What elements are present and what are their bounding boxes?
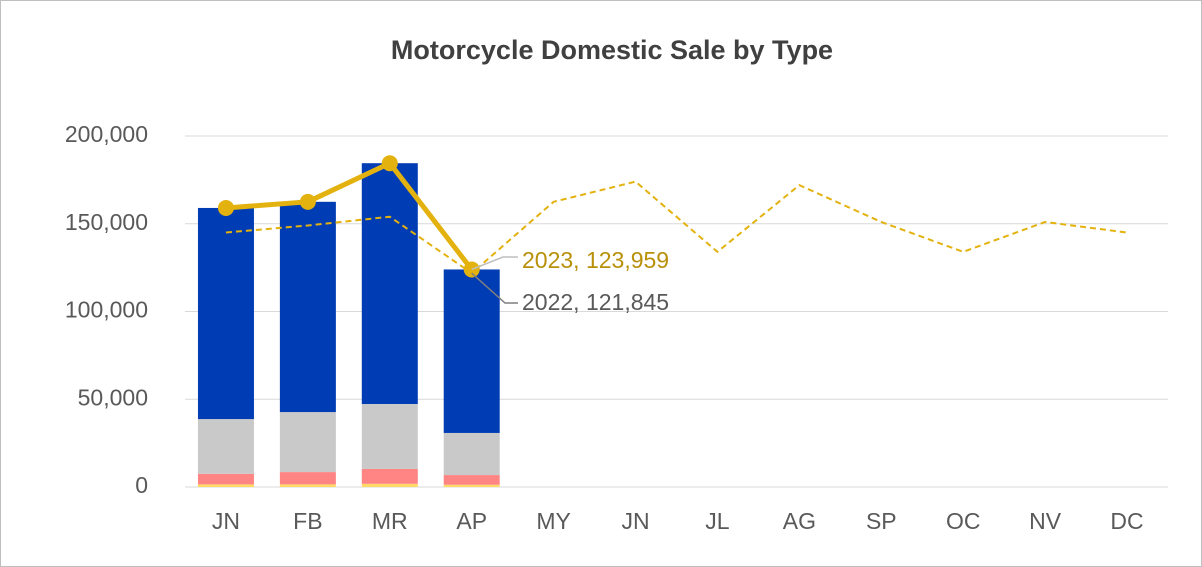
- x-tick-label: MY: [536, 508, 571, 534]
- x-tick-label: OC: [946, 508, 981, 534]
- y-tick-label: 50,000: [78, 384, 148, 410]
- bar-segment: [279, 201, 336, 413]
- bar-segment: [197, 419, 254, 474]
- bar-segment: [361, 403, 418, 469]
- y-tick-label: 0: [135, 472, 148, 498]
- bar-segment: [279, 472, 336, 485]
- x-tick-label: NV: [1029, 508, 1062, 534]
- bar-segment: [197, 473, 254, 485]
- bar-segment: [197, 207, 254, 420]
- line-marker: [381, 155, 398, 172]
- bar-segment: [443, 269, 500, 433]
- x-tick-label: DC: [1110, 508, 1143, 534]
- annotation: 2022, 121,845: [522, 289, 669, 315]
- x-tick-label: SP: [866, 508, 897, 534]
- x-tick-label: FB: [293, 508, 322, 534]
- bar-segment: [443, 432, 500, 476]
- chart-title: Motorcycle Domestic Sale by Type: [391, 35, 833, 65]
- x-tick-label: AG: [783, 508, 816, 534]
- line-series: [225, 160, 474, 271]
- x-tick-label: JN: [212, 508, 240, 534]
- bar-segment: [279, 484, 336, 487]
- x-tick-label: MR: [372, 508, 408, 534]
- x-tick-label: AP: [456, 508, 487, 534]
- bar-segment: [443, 484, 500, 487]
- bar-segment: [361, 483, 418, 487]
- x-tick-label: JN: [621, 508, 649, 534]
- bar-segment: [443, 475, 500, 485]
- x-tick-label: JL: [705, 508, 730, 534]
- bar-segment: [197, 484, 254, 487]
- line-series: [225, 180, 1128, 275]
- bar-segment: [279, 412, 336, 473]
- annotation: 2023, 123,959: [522, 247, 669, 273]
- callout-leader: [471, 256, 518, 271]
- line-marker: [217, 199, 234, 216]
- y-tick-label: 150,000: [65, 209, 148, 235]
- callout-leader: [471, 272, 518, 304]
- bar-segment: [361, 163, 418, 404]
- y-tick-label: 200,000: [65, 121, 148, 147]
- line-marker: [299, 193, 316, 210]
- y-tick-label: 100,000: [65, 297, 148, 323]
- bar-segment: [361, 468, 418, 484]
